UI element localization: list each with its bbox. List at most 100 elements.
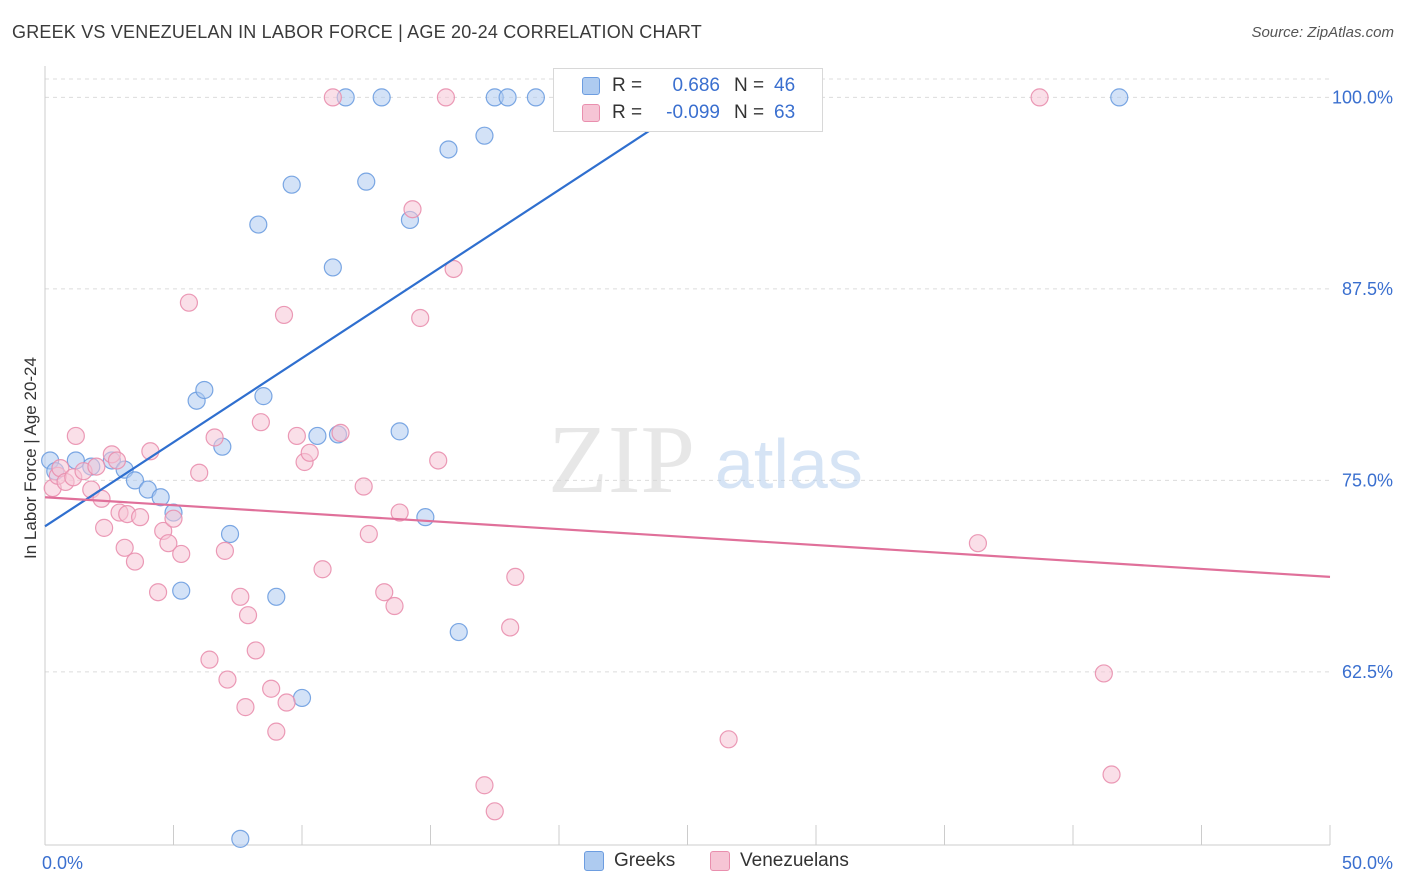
greeks-legend-swatch — [584, 851, 604, 871]
n-value: 63 — [774, 102, 796, 123]
venezuelans-point — [262, 679, 281, 698]
venezuelans-point — [436, 88, 456, 107]
venezuelans-point — [218, 670, 237, 689]
venezuelans-point — [375, 583, 394, 602]
venezuelans-point — [359, 524, 378, 544]
venezuelans-point — [205, 428, 224, 447]
greeks-point — [323, 258, 342, 277]
venezuelans-point — [1102, 765, 1121, 784]
venezuelans-point — [501, 618, 520, 637]
trend-layer — [44, 96, 1331, 578]
venezuelans-point — [200, 650, 219, 669]
venezuelans-point — [246, 641, 265, 660]
venezuelans-point — [475, 776, 494, 795]
greeks-point — [498, 88, 517, 107]
greeks-point — [439, 140, 458, 159]
r-value: 0.686 — [672, 75, 720, 96]
greeks-point — [449, 622, 468, 642]
venezuelans-point — [429, 451, 448, 470]
venezuelans-point — [87, 457, 106, 476]
source-label: Source: ZipAtlas.com — [1251, 24, 1394, 41]
venezuelans-point — [354, 477, 373, 496]
venezuelans-point — [215, 541, 234, 560]
venezuelans-legend-swatch — [710, 851, 730, 871]
y-tick-label: 75.0% — [1342, 470, 1393, 490]
venezuelans-point — [164, 509, 183, 528]
r-label: R = — [612, 75, 643, 96]
tick-label-layer: 62.5% 75.0% 87.5% 100.0% 0.0% 50.0% — [42, 87, 1393, 873]
x-tick-label: 0.0% — [42, 853, 83, 873]
venezuelans-point — [385, 596, 404, 616]
venezuelans-point — [444, 259, 463, 279]
greeks-point — [475, 126, 494, 145]
greeks-point — [372, 88, 391, 107]
legend-label-greeks: Greeks — [614, 850, 676, 871]
greeks-point — [357, 172, 376, 191]
chart-title: GREEK VS VENEZUELAN IN LABOR FORCE | AGE… — [12, 22, 702, 42]
greeks-point — [267, 587, 286, 606]
greeks-point — [416, 508, 435, 527]
n-label: N = — [734, 75, 765, 96]
venezuelans-point — [107, 451, 127, 470]
bottom-legend: Greeks Venezuelans — [0, 850, 1406, 880]
greeks-point — [292, 688, 312, 708]
y-tick-label: 87.5% — [1342, 279, 1393, 299]
venezuelans-point — [66, 426, 85, 446]
greeks-point — [231, 829, 250, 848]
venezuelans-point — [115, 538, 134, 557]
venezuelans-point — [251, 413, 270, 432]
venezuelans-point — [148, 583, 168, 602]
grid-layer — [45, 78, 1330, 673]
x-tick-label: 50.0% — [1342, 853, 1393, 873]
y-tick-label: 62.5% — [1342, 662, 1393, 682]
venezuelans-point — [95, 518, 114, 537]
venezuelans-point — [172, 544, 191, 564]
greeks-point — [390, 422, 409, 441]
venezuelans-point — [287, 426, 306, 446]
venezuelans-point — [130, 508, 150, 527]
venezuelans-point — [323, 88, 342, 107]
watermark-atlas: atlas — [715, 425, 863, 503]
n-label: N = — [734, 102, 765, 123]
r-value: -0.099 — [666, 102, 720, 123]
greeks-point — [526, 88, 545, 107]
greeks-point — [172, 581, 191, 600]
venezuelans-point — [1030, 88, 1049, 107]
stats-row-venezuelans: R = -0.099 N = 63 — [554, 100, 822, 128]
venezuelans-point — [300, 443, 319, 462]
greeks-swatch — [582, 77, 600, 95]
venezuelans-point — [231, 587, 250, 606]
greeks-point — [1110, 88, 1129, 107]
venezuelans-point — [179, 293, 199, 312]
venezuelans-point — [125, 552, 145, 571]
venezuelans-point — [403, 200, 422, 219]
watermark: ZIP atlas — [548, 406, 863, 514]
greeks-trend-line — [44, 96, 701, 528]
venezuelans-point — [506, 567, 525, 587]
legend-item-greeks[interactable]: Greeks — [584, 850, 675, 872]
n-value: 46 — [774, 75, 796, 96]
venezuelans-point — [331, 423, 350, 442]
watermark-zip: ZIP — [548, 406, 695, 514]
venezuelans-point — [313, 560, 332, 579]
r-label: R = — [612, 102, 643, 123]
greeks-point — [308, 426, 327, 446]
venezuelans-point — [485, 802, 504, 821]
venezuelans-point — [719, 730, 738, 749]
greeks-point — [249, 215, 268, 234]
venezuelans-point — [390, 503, 409, 522]
greeks-point — [125, 471, 145, 490]
venezuelans-point — [190, 463, 209, 482]
venezuelans-point — [1094, 664, 1113, 683]
greeks-point — [195, 380, 214, 400]
legend-item-venezuelans[interactable]: Venezuelans — [710, 850, 849, 872]
stats-legend: R = 0.686 N = 46 R = -0.099 N = 63 — [553, 68, 823, 132]
venezuelans-point — [238, 606, 258, 625]
venezuelans-point — [411, 308, 430, 328]
venezuelans-point — [274, 305, 294, 325]
venezuelans-point — [968, 534, 988, 553]
venezuelans-point — [277, 693, 296, 712]
y-tick-label: 100.0% — [1332, 87, 1393, 107]
greeks-point — [220, 524, 240, 544]
